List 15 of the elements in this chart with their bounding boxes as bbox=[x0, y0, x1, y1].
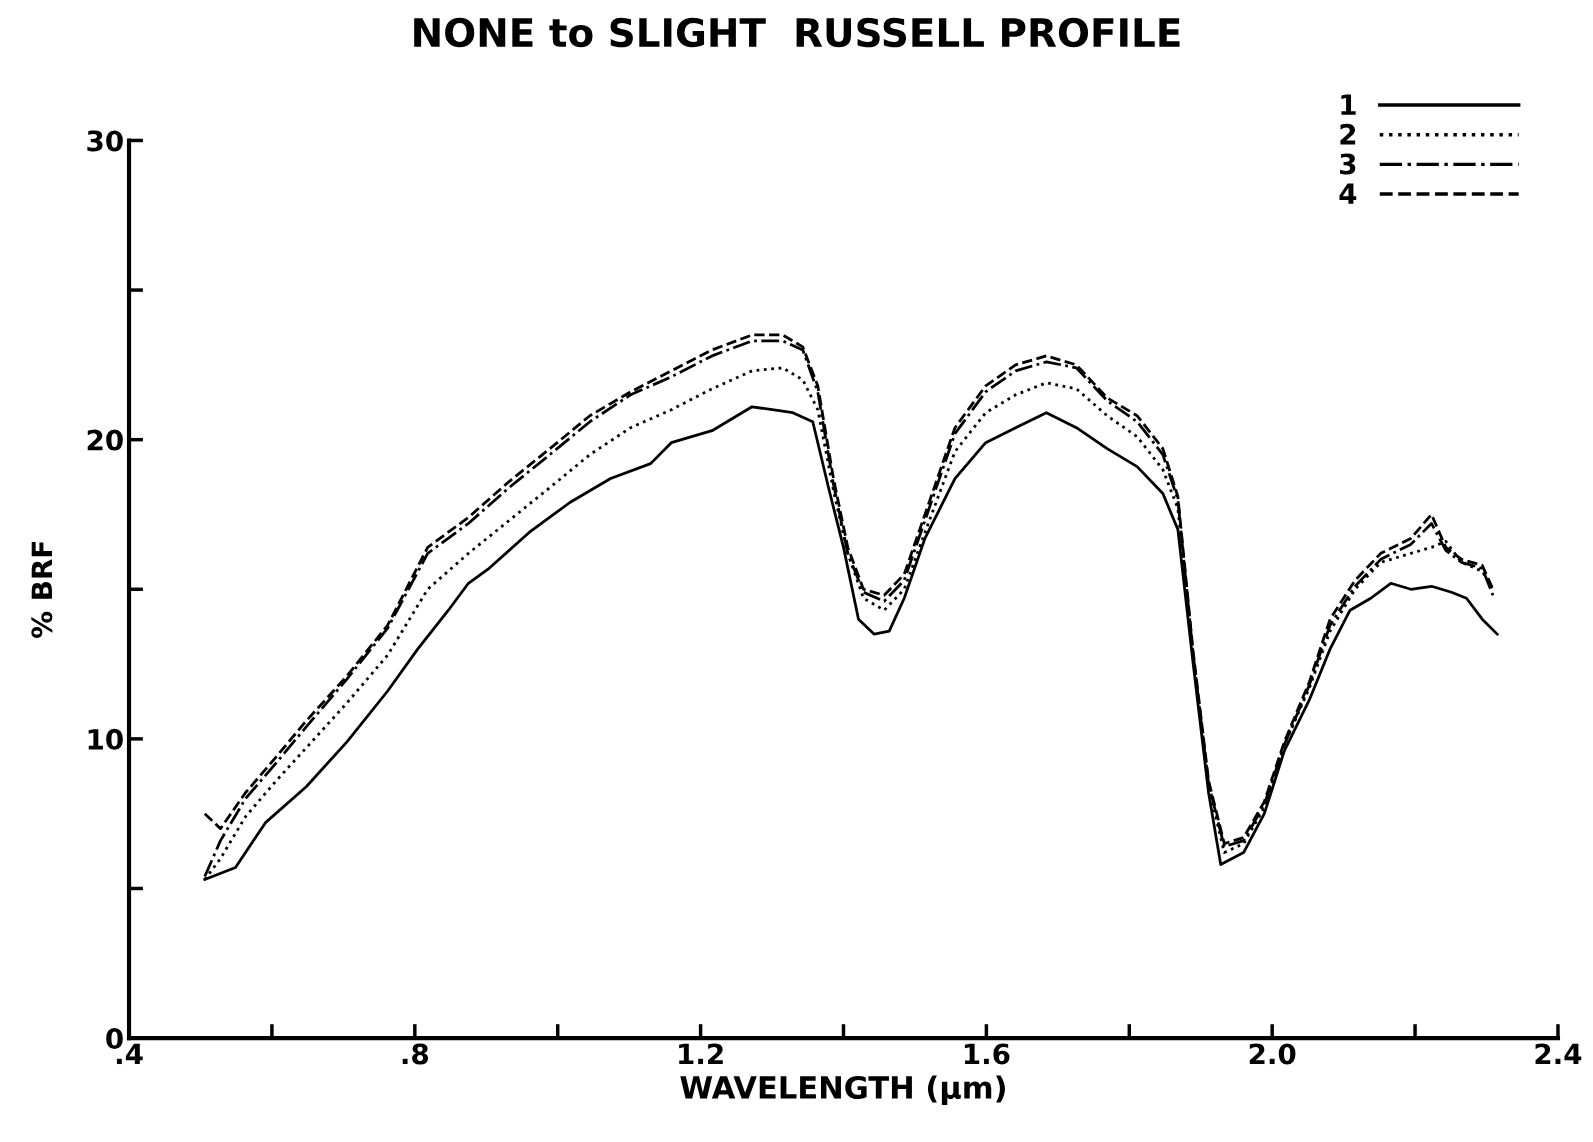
legend-label: 3 bbox=[1340, 153, 1356, 175]
x-tick-label: 2.4 bbox=[1535, 1043, 1582, 1065]
x-tick-label: 1.6 bbox=[964, 1043, 1010, 1065]
chart-title: NONE to SLIGHT RUSSELL PROFILE bbox=[414, 17, 1180, 48]
x-tick-label: 1.2 bbox=[679, 1043, 723, 1065]
x-tick-label: 2.0 bbox=[1249, 1043, 1296, 1065]
legend-label: 4 bbox=[1339, 183, 1357, 204]
x-axis-title: WAVELENGTH (µm) bbox=[680, 1075, 1005, 1105]
x-tick-label: .8 bbox=[402, 1043, 429, 1065]
y-tick-label: 30 bbox=[87, 130, 123, 152]
legend-label: 2 bbox=[1340, 123, 1356, 145]
y-axis-title: % BRF bbox=[31, 542, 53, 638]
y-tick-label: 10 bbox=[88, 728, 123, 750]
legend-label: 1 bbox=[1341, 94, 1356, 115]
y-tick-label: 20 bbox=[87, 429, 123, 451]
